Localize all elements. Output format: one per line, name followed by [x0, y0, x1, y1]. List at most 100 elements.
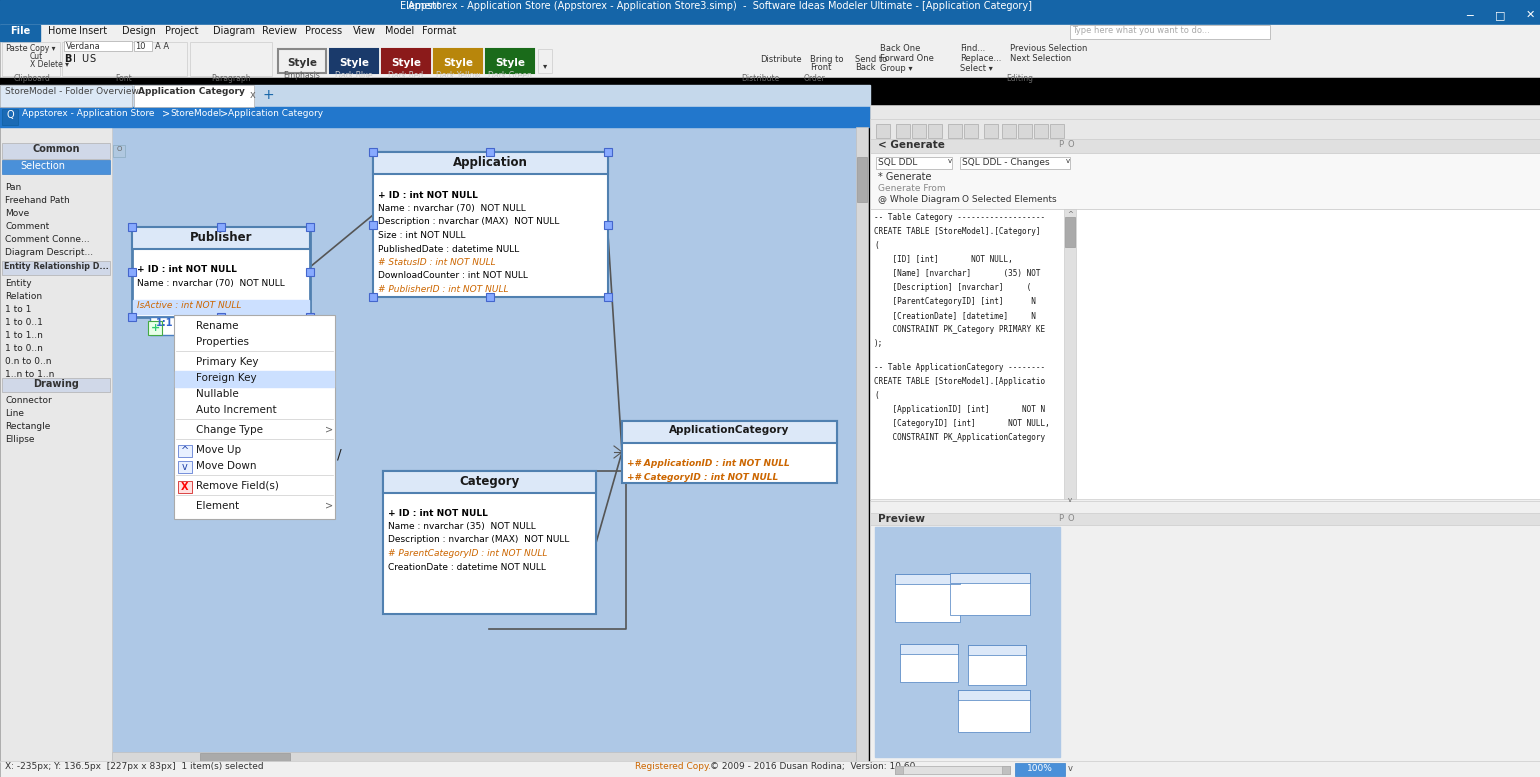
Bar	[0, 85, 870, 107]
Text: [ParentCategoryID] [int]      N: [ParentCategoryID] [int] N	[875, 297, 1036, 306]
Bar	[370, 293, 377, 301]
Text: /: /	[337, 447, 342, 461]
Text: Diagram Descript...: Diagram Descript...	[5, 248, 92, 257]
Text: x: x	[249, 90, 256, 100]
Text: Process: Process	[305, 26, 342, 36]
Text: Preview: Preview	[878, 514, 926, 524]
Bar	[306, 313, 314, 321]
Bar	[1050, 124, 1064, 138]
Bar	[856, 157, 867, 202]
Text: >: >	[162, 109, 169, 119]
Text: O Selected Elements: O Selected Elements	[962, 195, 1056, 204]
Text: Review: Review	[262, 26, 297, 36]
Bar	[487, 49, 534, 73]
Text: Back: Back	[855, 63, 876, 72]
Bar	[0, 761, 1540, 777]
Text: Style: Style	[286, 58, 317, 68]
Text: (: (	[875, 391, 879, 400]
Text: Emphasis: Emphasis	[283, 71, 320, 80]
Text: +: +	[151, 323, 160, 333]
Text: ▾: ▾	[544, 61, 547, 70]
Bar	[870, 139, 1540, 153]
Bar	[1070, 25, 1270, 39]
Bar	[958, 690, 1030, 700]
Bar	[306, 223, 314, 231]
Text: 1 to 0..1: 1 to 0..1	[5, 318, 43, 327]
Bar	[62, 42, 186, 76]
Bar	[383, 471, 596, 614]
Text: CONSTRAINT PK_Category PRIMARY KE: CONSTRAINT PK_Category PRIMARY KE	[875, 325, 1046, 334]
Bar	[0, 41, 1540, 77]
Bar	[0, 107, 870, 127]
Text: Application: Application	[453, 156, 527, 169]
Bar	[929, 124, 942, 138]
Bar	[1003, 124, 1016, 138]
Text: 10: 10	[136, 42, 145, 51]
Text: Insert: Insert	[79, 26, 108, 36]
Text: Move Down: Move Down	[196, 461, 257, 471]
Text: Diagram: Diagram	[214, 26, 256, 36]
Bar	[870, 209, 1540, 499]
Text: Generate From: Generate From	[878, 184, 946, 193]
Text: Dark Green: Dark Green	[488, 71, 531, 80]
Text: + ID : int NOT NULL: + ID : int NOT NULL	[137, 265, 237, 274]
Text: 1 to 1: 1 to 1	[5, 305, 31, 314]
Text: Q: Q	[6, 110, 14, 120]
Text: CreationDate : datetime NOT NULL: CreationDate : datetime NOT NULL	[388, 563, 545, 572]
Bar	[1015, 763, 1066, 776]
Bar	[604, 148, 611, 156]
Text: Bring to: Bring to	[810, 55, 844, 64]
Text: Find...: Find...	[959, 44, 986, 53]
Text: >: >	[325, 425, 333, 435]
Text: @ Whole Diagram: @ Whole Diagram	[878, 195, 959, 204]
Text: Element: Element	[196, 501, 239, 511]
Bar	[870, 513, 1540, 525]
Text: ✕: ✕	[1525, 10, 1535, 20]
Text: B: B	[65, 54, 71, 64]
Text: X: -235px; Y: 136.5px  [227px x 83px]  1 item(s) selected: X: -235px; Y: 136.5px [227px x 83px] 1 i…	[5, 762, 263, 771]
Bar	[1064, 209, 1076, 499]
Bar	[1033, 124, 1049, 138]
Text: (: (	[875, 241, 879, 250]
Text: U: U	[82, 54, 88, 64]
Text: # StatusID : int NOT NULL: # StatusID : int NOT NULL	[377, 258, 496, 267]
Text: );: );	[875, 339, 884, 348]
Text: StoreModel - Folder Overview: StoreModel - Folder Overview	[5, 87, 139, 96]
Text: Common: Common	[32, 144, 80, 154]
Text: Name : nvarchar (70)  NOT NULL: Name : nvarchar (70) NOT NULL	[137, 279, 285, 288]
Text: X: X	[182, 482, 189, 492]
Bar	[984, 124, 998, 138]
Text: Line: Line	[5, 409, 25, 418]
Text: Move Up: Move Up	[196, 445, 242, 455]
Bar	[0, 25, 40, 41]
Text: Dark Blue: Dark Blue	[336, 71, 373, 80]
Text: Editing: Editing	[1007, 74, 1033, 83]
Bar	[870, 127, 1540, 762]
Bar	[622, 421, 838, 443]
Text: Order: Order	[804, 74, 825, 83]
Text: [ID] [int]       NOT NULL,: [ID] [int] NOT NULL,	[875, 255, 1013, 264]
Bar	[870, 501, 1540, 762]
Text: Application Category: Application Category	[228, 109, 323, 118]
Text: 1..n to 1..n: 1..n to 1..n	[5, 370, 54, 379]
Text: Element: Element	[400, 1, 440, 11]
Text: Dark Red: Dark Red	[388, 71, 424, 80]
Bar	[895, 766, 1010, 774]
Text: v: v	[1067, 497, 1072, 503]
Text: Type here what you want to do...: Type here what you want to do...	[1072, 26, 1210, 35]
Bar	[128, 313, 136, 321]
Text: Relation: Relation	[5, 292, 42, 301]
Bar	[2, 378, 109, 392]
Bar	[870, 153, 1540, 209]
Text: Nullable: Nullable	[196, 389, 239, 399]
Text: Primary Key: Primary Key	[196, 357, 259, 367]
Bar	[895, 574, 959, 584]
Bar	[174, 315, 336, 519]
Bar	[134, 41, 152, 51]
Text: Replace...: Replace...	[959, 54, 1001, 63]
Text: Send to: Send to	[855, 55, 887, 64]
Text: X Delete ▾: X Delete ▾	[29, 60, 69, 69]
Text: CREATE TABLE [StoreModel].[Applicatio: CREATE TABLE [StoreModel].[Applicatio	[875, 377, 1046, 386]
Text: Comment: Comment	[5, 222, 49, 231]
Bar	[149, 317, 180, 335]
